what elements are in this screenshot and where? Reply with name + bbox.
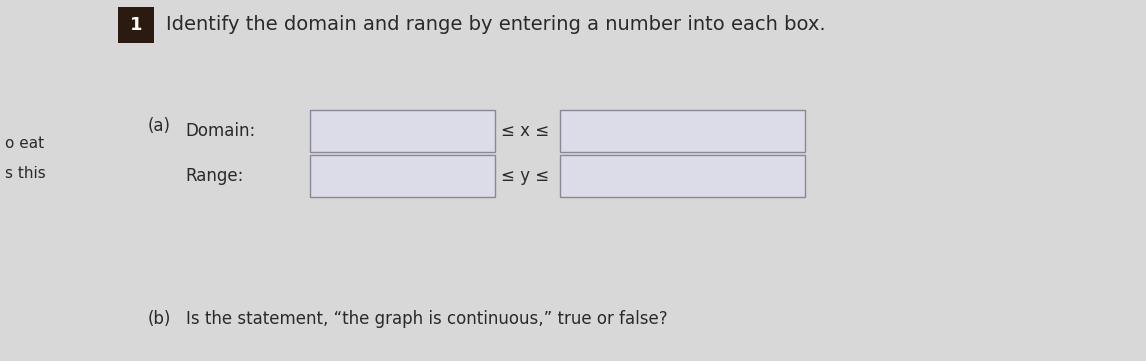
Text: Domain:: Domain:	[185, 122, 256, 140]
FancyBboxPatch shape	[311, 110, 495, 152]
Text: ≤ x ≤: ≤ x ≤	[501, 122, 549, 140]
FancyBboxPatch shape	[311, 155, 495, 197]
Text: (b): (b)	[148, 310, 172, 328]
FancyBboxPatch shape	[560, 155, 804, 197]
FancyBboxPatch shape	[560, 110, 804, 152]
Text: Range:: Range:	[185, 167, 243, 185]
Text: s this: s this	[5, 165, 46, 180]
Text: Is the statement, “the graph is continuous,” true or false?: Is the statement, “the graph is continuo…	[186, 310, 668, 328]
Text: o eat: o eat	[5, 135, 45, 151]
Text: (a): (a)	[148, 117, 171, 135]
FancyBboxPatch shape	[118, 7, 154, 43]
Text: Identify the domain and range by entering a number into each box.: Identify the domain and range by enterin…	[166, 16, 825, 35]
Text: 1: 1	[129, 16, 142, 34]
Text: ≤ y ≤: ≤ y ≤	[501, 167, 549, 185]
